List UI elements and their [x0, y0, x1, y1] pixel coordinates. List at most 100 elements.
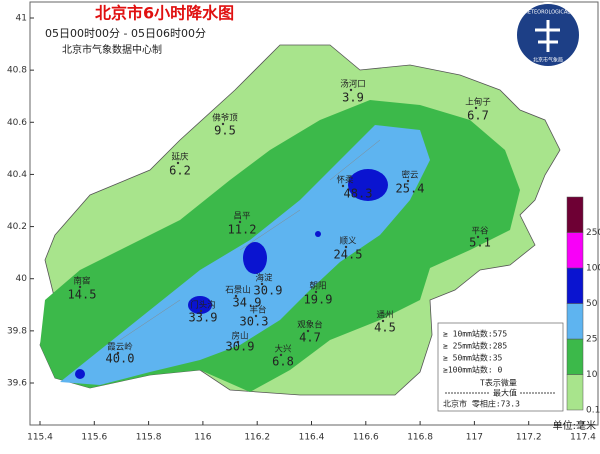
station-name: 大兴	[274, 344, 292, 355]
colorbar-segment	[566, 303, 584, 340]
core	[75, 369, 85, 379]
station-name: 密云	[401, 170, 419, 181]
station-name: 怀柔	[336, 175, 354, 186]
station-value: 4.7	[299, 331, 321, 345]
lon-tick-label: 117.4	[570, 433, 596, 443]
unit: 单位:毫米	[553, 419, 596, 432]
summary-line: ≥ 10mm站数:575	[443, 329, 507, 339]
station-name: 房山	[231, 331, 248, 342]
station-value: 6.8	[272, 355, 294, 369]
colorbar-label: 100	[586, 264, 600, 274]
station-name: 平谷	[471, 227, 489, 237]
station-value: 30.9	[226, 340, 255, 354]
lon-tick-label: 115.8	[136, 433, 162, 443]
boundary	[119, 139, 381, 341]
station-name: 昌平	[233, 212, 251, 222]
lat-tick-label: 41	[16, 14, 27, 24]
station-name: 门头沟	[190, 300, 216, 311]
logo: BEIJING METEOROLOGICAL SERVICE 北京市气象局	[503, 2, 593, 68]
station-name: 南窖	[73, 276, 90, 287]
summary-box	[437, 322, 564, 412]
station-dot	[306, 329, 310, 333]
station-name: 观象台	[297, 320, 323, 331]
station-dot	[78, 285, 82, 289]
station-value: 14.5	[68, 288, 97, 302]
station-dot	[260, 282, 264, 286]
station-dot	[199, 309, 203, 313]
colorbar-label: 10	[586, 370, 598, 380]
period: 05日00时00分 - 05日06时00分	[45, 27, 206, 40]
lon-tick-label: 116	[194, 433, 211, 443]
summary-line: ≥100mm站数: 0	[443, 365, 503, 375]
title: 北京市6小时降水图	[95, 4, 234, 23]
station-value: 24.5	[334, 248, 363, 262]
summary-max: 北京市 零相庄:73.3	[443, 399, 520, 409]
station-dot	[474, 106, 478, 110]
station-dot	[234, 294, 238, 298]
station-name: 延庆	[171, 152, 189, 163]
station-value: 30.9	[254, 284, 283, 298]
summary-note: T表示微量	[480, 378, 517, 388]
station-value: 6.7	[467, 109, 489, 123]
station-dot	[238, 220, 242, 224]
colorbar-label: 250	[586, 228, 600, 238]
station-dot	[381, 319, 385, 323]
lat-tick-label: 39.8	[7, 326, 27, 336]
colorbar-segment	[566, 196, 584, 233]
colorbar-segment	[566, 267, 584, 304]
core	[315, 231, 321, 237]
station-name: 丰台	[249, 305, 266, 316]
lon-tick-label: 116.6	[353, 433, 379, 443]
lat-tick-label: 40.4	[7, 170, 27, 180]
lon-tick-label: 116.2	[244, 433, 270, 443]
lon-tick-label: 115.4	[27, 433, 53, 443]
logo-mark	[535, 20, 560, 52]
station-value: 4.5	[374, 321, 396, 335]
station-name: 通州	[376, 310, 393, 321]
station-value: 34.9	[233, 296, 262, 310]
lat-tick-label: 39.6	[7, 379, 27, 389]
producer: 北京市气象数据中心制	[62, 43, 162, 56]
logo-text: BEIJING METEOROLOGICAL SERVICE	[503, 10, 593, 16]
station-value: 48.3	[344, 187, 373, 201]
lon-tick-label: 115.6	[81, 433, 107, 443]
station-dot	[116, 351, 120, 355]
station-value: 9.5	[214, 124, 236, 138]
station-dot	[254, 314, 258, 318]
station-value: 19.9	[304, 293, 333, 307]
lat-tick-label: 40.8	[7, 66, 27, 76]
station-dot	[344, 245, 348, 249]
station-name: 上甸子	[465, 97, 491, 108]
lon-tick-label: 116.8	[407, 433, 433, 443]
colorbar-segment	[566, 374, 584, 411]
lon-tick-label: 117	[466, 433, 483, 443]
station-dot	[476, 235, 480, 239]
colorbar-label: 0.1	[586, 406, 600, 416]
station-dot	[221, 122, 225, 126]
station-dot	[406, 179, 410, 183]
colorbar-label: 50	[586, 299, 598, 309]
station-dot	[314, 290, 318, 294]
station-name: 顺义	[339, 237, 357, 247]
summary-line: ≥ 50mm站数:35	[443, 353, 503, 363]
station-dot	[349, 88, 353, 92]
station-name: 石景山	[225, 285, 251, 296]
summary-max-title: 最大值	[493, 388, 517, 398]
core	[243, 242, 267, 274]
station-value: 25.4	[396, 182, 425, 196]
core	[188, 296, 212, 314]
station-name: 海淀	[255, 273, 273, 284]
colorbar-label: 25	[586, 335, 597, 345]
station-dot	[279, 353, 283, 357]
station-name: 佛爷顶	[212, 113, 238, 124]
summary-line: ≥ 25mm站数:285	[443, 341, 507, 351]
colorbar-segment	[566, 232, 584, 269]
station-name: 朝阳	[309, 282, 326, 292]
station-name: 汤河口	[340, 79, 366, 90]
lat-tick-label: 40.6	[7, 118, 27, 128]
station-value: 11.2	[228, 223, 257, 237]
station-dot	[341, 184, 345, 188]
station-value: 40.0	[106, 352, 135, 366]
